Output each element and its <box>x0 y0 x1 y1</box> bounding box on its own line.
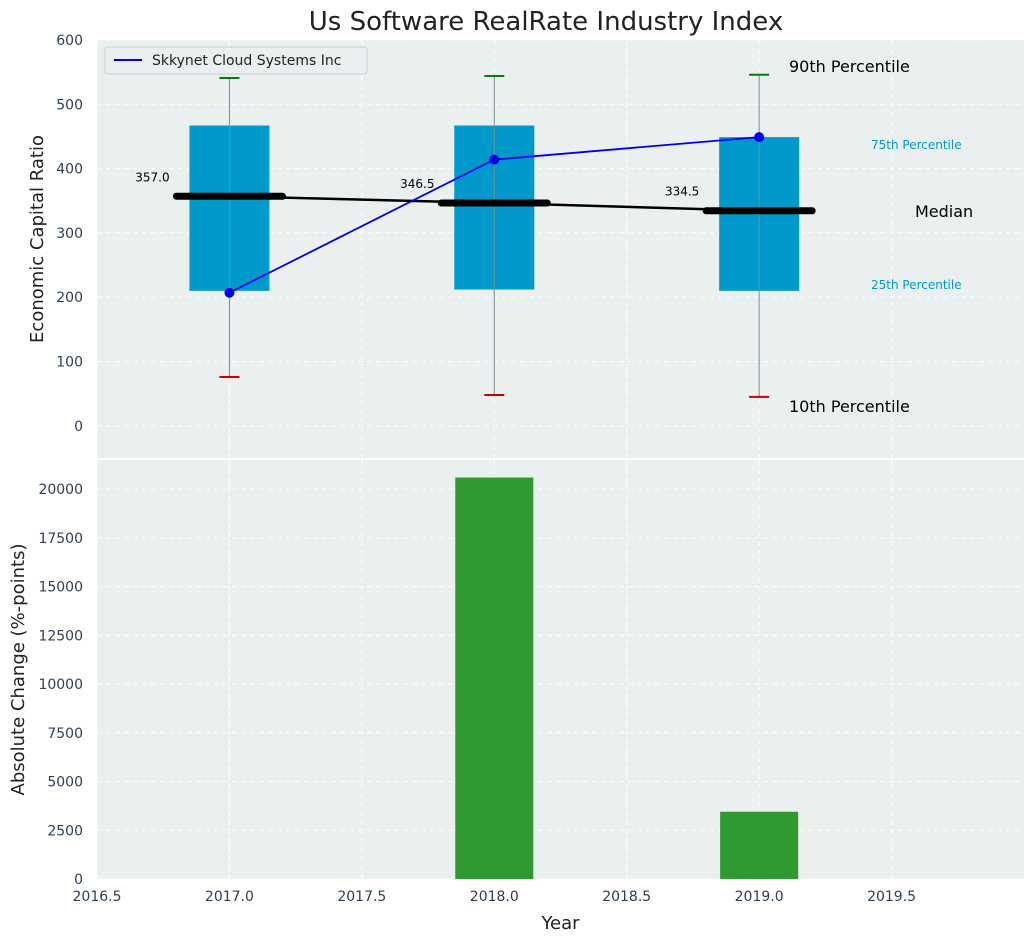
p25-annotation: 25th Percentile <box>871 278 962 292</box>
top-y-tick-label: 300 <box>56 226 83 242</box>
legend: Skkynet Cloud Systems Inc <box>104 46 368 75</box>
change-bar <box>720 811 799 879</box>
p90-annotation: 90th Percentile <box>789 57 910 76</box>
bottom-plot-background <box>97 460 1024 879</box>
bottom-y-tick-label: 17500 <box>38 531 83 547</box>
company-point <box>754 132 765 143</box>
bottom-panel: 0 2500 5000 7500 10000 12500 15000 17500 20000 2… <box>8 460 1024 934</box>
x-tick-labels: 2016.5 2017.0 2017.5 2018.0 2018.5 2019.0 2019… <box>73 889 917 905</box>
legend-label: Skkynet Cloud Systems Inc <box>152 53 341 69</box>
median-value-label: 334.5 <box>665 185 699 199</box>
median-trend <box>229 195 760 212</box>
bottom-y-tick-labels: 0 2500 5000 7500 10000 12500 15000 17500 20000 <box>38 482 83 888</box>
top-y-tick-label: 600 <box>56 33 83 49</box>
bottom-y-tick-label: 15000 <box>38 580 83 596</box>
top-y-tick-label: 0 <box>74 419 83 435</box>
change-bars <box>455 477 799 879</box>
bottom-gridlines <box>96 460 1024 880</box>
company-point <box>489 154 500 165</box>
x-tick-label: 2016.5 <box>73 889 122 905</box>
p75-annotation: 75th Percentile <box>871 138 962 152</box>
bottom-y-tick-label: 5000 <box>47 775 83 791</box>
top-y-axis-label: Economic Capital Ratio <box>27 135 48 343</box>
x-tick-label: 2017.0 <box>205 889 254 905</box>
bottom-y-tick-label: 10000 <box>38 677 83 693</box>
x-tick-label: 2018.0 <box>470 889 519 905</box>
median-annotation: Median <box>915 202 973 221</box>
x-tick-label: 2017.5 <box>337 889 386 905</box>
top-y-tick-label: 400 <box>56 162 83 178</box>
top-y-tick-label: 200 <box>56 290 83 306</box>
chart-title: Us Software RealRate Industry Index <box>309 7 783 37</box>
median-trend-line <box>229 195 760 212</box>
bottom-y-tick-label: 2500 <box>47 823 83 839</box>
bottom-y-axis-label: Absolute Change (%-points) <box>8 544 29 796</box>
legend-box <box>104 46 368 75</box>
box-plots: 357.0 346.5 334.5 <box>135 73 816 398</box>
top-y-tick-labels: 0 100 200 300 400 500 600 <box>56 33 83 435</box>
company-series <box>224 132 765 298</box>
top-y-tick-label: 100 <box>56 355 83 371</box>
median-value-label: 346.5 <box>400 177 434 191</box>
bottom-y-tick-label: 7500 <box>47 726 83 742</box>
change-bar <box>455 477 534 879</box>
p10-annotation: 10th Percentile <box>789 397 910 416</box>
top-y-tick-label: 500 <box>56 97 83 113</box>
x-tick-label: 2018.5 <box>602 889 651 905</box>
bottom-y-tick-label: 20000 <box>38 482 83 498</box>
bottom-y-tick-label: 12500 <box>38 628 83 644</box>
bottom-y-tick-label: 0 <box>74 872 83 888</box>
x-tick-label: 2019.5 <box>867 889 916 905</box>
company-point <box>224 287 235 298</box>
x-axis-label: Year <box>540 913 580 934</box>
percentile-annotations: 90th Percentile 75th Percentile Median 25th… <box>789 57 973 416</box>
top-panel: 0 100 200 300 400 500 600 Economic Capital Rat… <box>27 33 1024 458</box>
x-tick-label: 2019.0 <box>735 889 784 905</box>
median-value-label: 357.0 <box>135 170 169 184</box>
